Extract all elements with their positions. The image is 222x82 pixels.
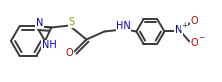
- Text: NH: NH: [42, 40, 56, 50]
- Text: −: −: [198, 33, 205, 42]
- Text: N: N: [36, 18, 43, 28]
- Text: O: O: [190, 16, 198, 26]
- Text: HN: HN: [116, 21, 131, 31]
- Text: N: N: [175, 26, 182, 36]
- Text: +: +: [181, 21, 188, 30]
- Text: O: O: [190, 38, 198, 48]
- Text: O: O: [65, 48, 73, 58]
- Text: S: S: [68, 17, 74, 27]
